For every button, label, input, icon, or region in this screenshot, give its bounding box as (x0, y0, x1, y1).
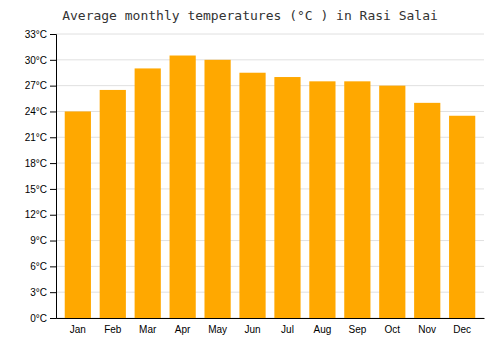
tick-label: Dec (453, 324, 471, 335)
tick: 15°C (25, 184, 56, 195)
bar (414, 103, 440, 318)
plot-area: 0°C 3°C 6°C 9°C 12°C 15°C 18°C 21°C 24°C 27°C 30°C… (25, 29, 485, 335)
tick-label: 9°C (30, 235, 47, 246)
tick-label: Feb (104, 324, 122, 335)
tick-label: May (208, 324, 227, 335)
tick-label: Aug (314, 324, 332, 335)
tick: Aug (314, 324, 332, 335)
grid (56, 34, 484, 318)
tick-mark (50, 318, 56, 319)
tick-mark (50, 137, 56, 138)
tick: Apr (175, 324, 191, 335)
tick-mark (50, 189, 56, 190)
axis-line (50, 35, 57, 319)
tick: Mar (139, 324, 157, 335)
bar (239, 73, 265, 318)
tick-mark (50, 215, 56, 216)
bar (344, 81, 370, 318)
tick-label: 33°C (25, 29, 47, 40)
tick-label: 18°C (25, 158, 47, 169)
tick-label: Sep (348, 324, 366, 335)
tick: 30°C (25, 55, 56, 66)
tick-label: Nov (418, 324, 436, 335)
tick-mark (50, 111, 56, 112)
bar (309, 81, 335, 318)
tick-label: Oct (385, 324, 401, 335)
tick: 24°C (25, 106, 56, 117)
bar (379, 86, 405, 318)
grid-line (56, 85, 484, 86)
bar (100, 90, 126, 318)
tick: 27°C (25, 80, 56, 91)
chart: 0°C 3°C 6°C 9°C 12°C 15°C 18°C 21°C 24°C 27°C 30°C… (0, 0, 500, 350)
axis-line (57, 318, 485, 319)
tick: May (208, 324, 227, 335)
bars (65, 56, 476, 318)
tick-label: 3°C (30, 287, 47, 298)
grid-line (56, 34, 484, 35)
tick-label: 21°C (25, 132, 47, 143)
tick-mark (50, 292, 56, 293)
tick: 3°C (30, 287, 56, 298)
tick: Jan (70, 324, 86, 335)
grid-line (56, 59, 484, 60)
tick: Sep (348, 324, 366, 335)
tick-label: 27°C (25, 80, 47, 91)
tick: 0°C (30, 313, 56, 324)
tick-mark (50, 34, 56, 35)
tick-mark (50, 60, 56, 61)
tick-label: 24°C (25, 106, 47, 117)
tick-label: 0°C (30, 313, 47, 324)
tick: Nov (418, 324, 436, 335)
tick: Feb (104, 324, 122, 335)
tick-mark (50, 266, 56, 267)
bar (135, 68, 161, 318)
tick: 18°C (25, 158, 56, 169)
tick-label: 6°C (30, 261, 47, 272)
tick: Oct (385, 324, 401, 335)
y-axis: 0°C 3°C 6°C 9°C 12°C 15°C 18°C 21°C 24°C 27°C 30°C… (25, 29, 57, 324)
tick-mark (50, 86, 56, 87)
bar (170, 56, 196, 318)
tick-label: 30°C (25, 55, 47, 66)
bar (449, 116, 475, 318)
tick: Jul (281, 324, 294, 335)
tick-label: Jul (281, 324, 294, 335)
tick-label: Jan (70, 324, 86, 335)
tick: 33°C (25, 29, 56, 40)
tick: 12°C (25, 209, 56, 220)
bar (65, 111, 91, 318)
x-axis: Jan Feb Mar Apr May Jun Jul Aug Sep Oct Nov Dec (57, 319, 485, 336)
tick-label: Jun (244, 324, 260, 335)
tick: Jun (244, 324, 260, 335)
bar (274, 77, 300, 318)
tick: 9°C (30, 235, 56, 246)
tick-mark (50, 163, 56, 164)
tick-label: 12°C (25, 209, 47, 220)
tick-label: Apr (175, 324, 191, 335)
tick: 21°C (25, 132, 56, 143)
title: Average monthly temperatures (°C ) in Ra… (62, 8, 438, 23)
chart-container: 0°C 3°C 6°C 9°C 12°C 15°C 18°C 21°C 24°C 27°C 30°C… (0, 0, 500, 350)
tick: 6°C (30, 261, 56, 272)
tick-mark (50, 241, 56, 242)
bar (204, 60, 230, 318)
tick-label: 15°C (25, 184, 47, 195)
tick: Dec (453, 324, 471, 335)
tick-label: Mar (139, 324, 157, 335)
